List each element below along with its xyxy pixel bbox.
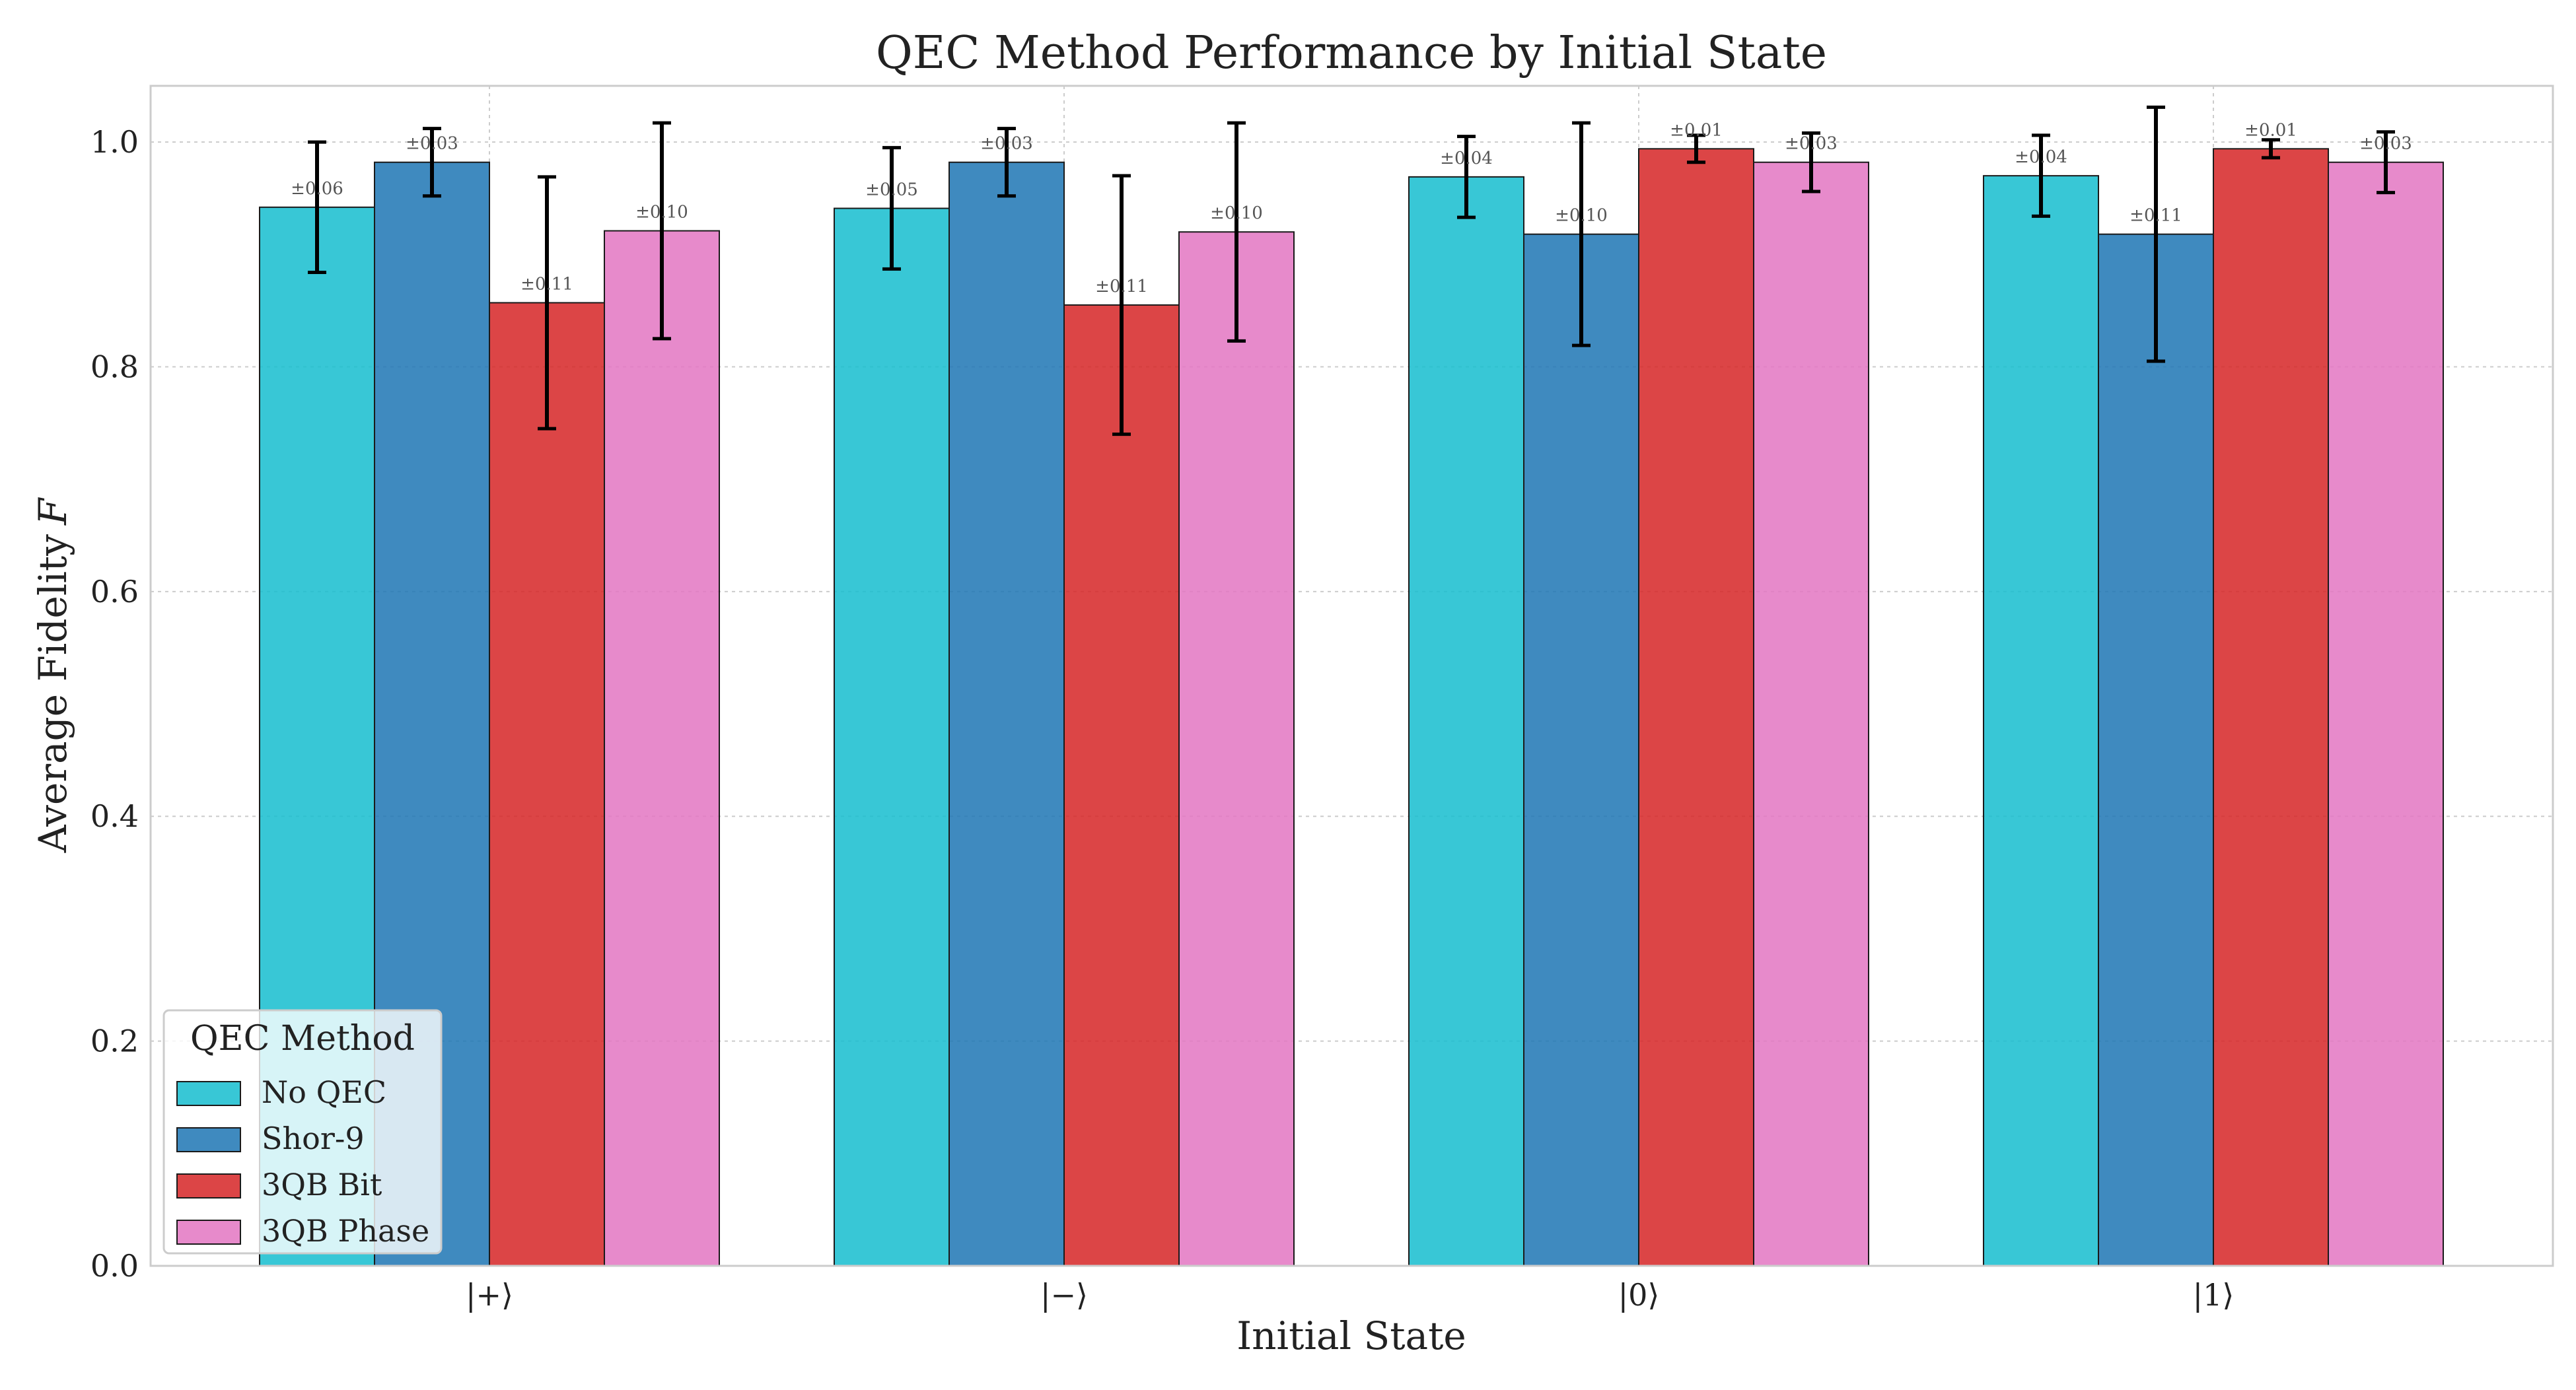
error-label: ±0.04 [1440, 149, 1493, 168]
error-label: ±0.11 [520, 274, 573, 294]
x-tick-label: |1⟩ [2193, 1277, 2235, 1313]
bar [948, 161, 1065, 1267]
bar [1753, 161, 1869, 1267]
error-label: ±0.10 [1555, 206, 1608, 226]
bar [1638, 148, 1754, 1267]
bar [834, 207, 950, 1267]
bars [259, 148, 2444, 1267]
y-tick-label: 0.6 [90, 574, 139, 609]
bar [2328, 161, 2444, 1267]
bar [1063, 304, 1180, 1267]
legend-label: 3QB Phase [262, 1213, 429, 1249]
error-label: ±0.11 [2129, 206, 2182, 226]
error-label: ±0.06 [291, 179, 343, 199]
legend: QEC Method No QEC Shor-9 3QB Bit 3QB Phase [162, 1009, 443, 1255]
x-tick-label: |−⟩ [1040, 1277, 1088, 1313]
error-label: ±0.10 [635, 203, 688, 223]
bar [1523, 233, 1639, 1267]
y-tick-label: 0.4 [90, 798, 139, 834]
error-bars: ±0.06 ±0.05 ±0.04 ±0.04 ±0.03 ±0.03 ±0.10 ±0.11… [291, 105, 2412, 436]
legend-items: No QEC Shor-9 3QB Bit 3QB Phase [176, 1074, 429, 1249]
error-label: ±0.03 [406, 134, 458, 154]
bar [1408, 176, 1524, 1267]
legend-label: 3QB Bit [262, 1167, 382, 1202]
error-label: ±0.01 [2244, 120, 2297, 140]
bar [604, 230, 720, 1267]
bar [489, 302, 605, 1267]
legend-label: Shor-9 [262, 1121, 365, 1156]
bar [2098, 233, 2214, 1267]
x-tick-label: |0⟩ [1618, 1277, 1660, 1313]
y-tick-label: 0.2 [90, 1024, 139, 1059]
x-axis-label: Initial State [1236, 1313, 1466, 1358]
error-label: ±0.04 [2015, 147, 2067, 167]
legend-swatch [176, 1220, 241, 1245]
bar [2213, 148, 2329, 1267]
plot-frame [149, 85, 2554, 1267]
bar [1983, 175, 2099, 1267]
legend-label: No QEC [262, 1074, 386, 1110]
legend-swatch [176, 1173, 241, 1199]
legend-swatch [176, 1081, 241, 1106]
error-label: ±0.03 [2359, 134, 2412, 154]
error-label: ±0.03 [980, 134, 1033, 154]
x-tick-label: |+⟩ [466, 1277, 513, 1313]
error-label: ±0.11 [1095, 277, 1148, 296]
y-tick-label: 0.0 [90, 1248, 139, 1284]
y-axis-label-text: Average Fidelity [30, 534, 75, 853]
error-label: ±0.10 [1210, 203, 1263, 223]
legend-swatch [176, 1127, 241, 1152]
y-axis-label: Average Fidelity F [30, 497, 75, 853]
ticks: 0.0 0.2 0.4 0.6 0.8 1.0 |+⟩ |−⟩ |0⟩ |1⟩ [90, 124, 2235, 1313]
error-label: ±0.03 [1785, 134, 1838, 154]
legend-title: QEC Method [190, 1019, 415, 1059]
y-axis-label-symbol: F [30, 497, 75, 526]
y-tick-label: 1.0 [90, 124, 139, 160]
y-tick-label: 0.8 [90, 349, 139, 384]
chart-title: QEC Method Performance by Initial State [876, 27, 1827, 79]
bar [1178, 231, 1295, 1267]
error-label: ±0.01 [1670, 120, 1723, 140]
error-label: ±0.05 [865, 180, 918, 200]
